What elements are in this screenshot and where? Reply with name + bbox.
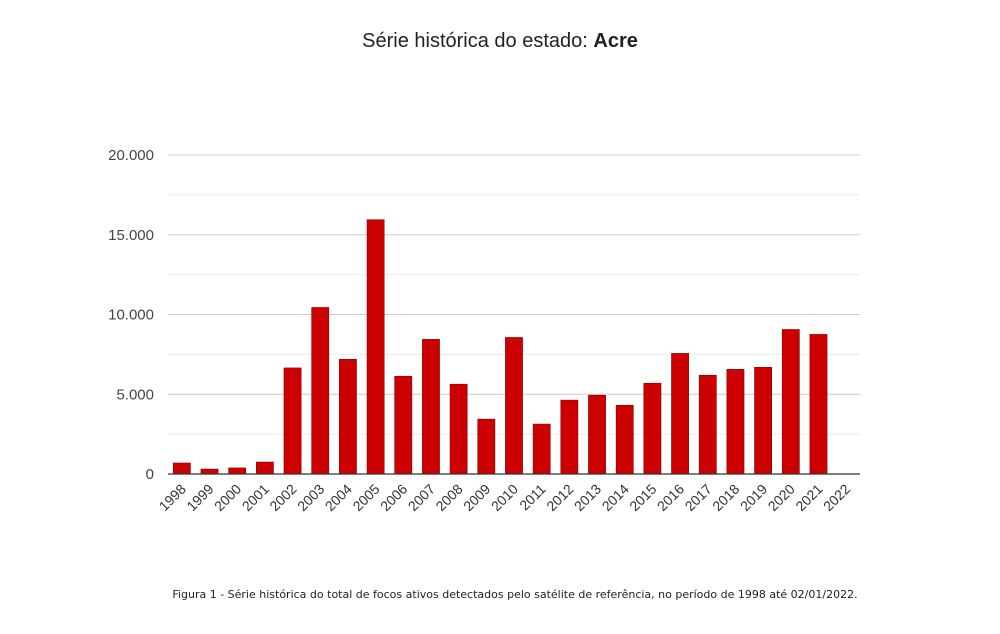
x-tick-label: 2006	[377, 481, 410, 514]
bar-2017	[698, 374, 717, 475]
x-tick-label: 2016	[654, 481, 687, 514]
bar-2000	[228, 467, 247, 475]
bar-2004	[339, 359, 357, 475]
y-tick-label: 10.000	[108, 307, 154, 324]
x-tick-label: 2003	[294, 481, 327, 514]
bar-2010	[505, 337, 523, 475]
x-tick-label: 2011	[516, 481, 549, 514]
bar-2012	[560, 399, 579, 475]
bar-2008	[449, 383, 468, 475]
bar-2014	[615, 404, 634, 475]
x-tick-label: 1998	[156, 481, 189, 514]
x-tick-label: 2020	[765, 481, 798, 514]
x-tick-label: 2000	[211, 481, 244, 514]
bar-2020	[781, 329, 800, 475]
bar-2021	[809, 334, 828, 475]
x-tick-label: 2022	[820, 481, 853, 514]
x-tick-label: 2008	[432, 481, 465, 514]
y-tick-label: 0	[146, 466, 154, 483]
x-tick-label: 1999	[183, 481, 216, 514]
x-tick-label: 2001	[239, 481, 272, 514]
bar-2011	[532, 423, 551, 475]
x-tick-label: 2009	[460, 481, 493, 514]
bar-chart: 0 5.000 10.000 15.000 20.000 1998199920002001…	[108, 147, 860, 514]
y-tick-label: 15.000	[108, 227, 154, 244]
x-tick-label: 2015	[626, 481, 659, 514]
chart-title: Série histórica do estado: Acre	[0, 30, 1000, 53]
x-tick-label: 2007	[405, 481, 438, 514]
x-tick-label: 2004	[322, 481, 355, 514]
chart-title-state: Acre	[593, 30, 638, 52]
bar-2019	[754, 366, 773, 475]
bar-2003	[311, 307, 330, 475]
x-tick-label: 2005	[349, 481, 382, 514]
x-tick-label: 2021	[792, 481, 825, 514]
bar-2007	[422, 339, 440, 475]
chart-title-prefix: Série histórica do estado:	[362, 30, 588, 52]
bar-1998	[172, 462, 191, 475]
bar-2001	[255, 461, 274, 475]
bar-1999	[200, 468, 219, 475]
bar-2016	[671, 353, 689, 475]
bar-2006	[394, 375, 413, 475]
y-tick-label: 20.000	[108, 147, 154, 164]
x-tick-label: 2002	[266, 481, 299, 514]
bar-2015	[643, 382, 662, 475]
y-tick-label: 5.000	[116, 386, 154, 403]
bar-2009	[477, 418, 496, 475]
bar-2005	[366, 219, 385, 475]
x-tick-label: 2014	[598, 481, 631, 514]
x-tick-label: 2018	[709, 481, 742, 514]
bar-2002	[283, 367, 302, 475]
x-tick-label: 2012	[543, 481, 576, 514]
figure-caption: Figura 1 - Série histórica do total de f…	[172, 588, 858, 601]
bar-2018	[726, 369, 745, 475]
x-tick-label: 2017	[682, 481, 715, 514]
bar-2013	[588, 394, 606, 475]
x-tick-label: 2019	[737, 481, 770, 514]
x-tick-label: 2010	[488, 481, 521, 514]
x-tick-label: 2013	[571, 481, 604, 514]
